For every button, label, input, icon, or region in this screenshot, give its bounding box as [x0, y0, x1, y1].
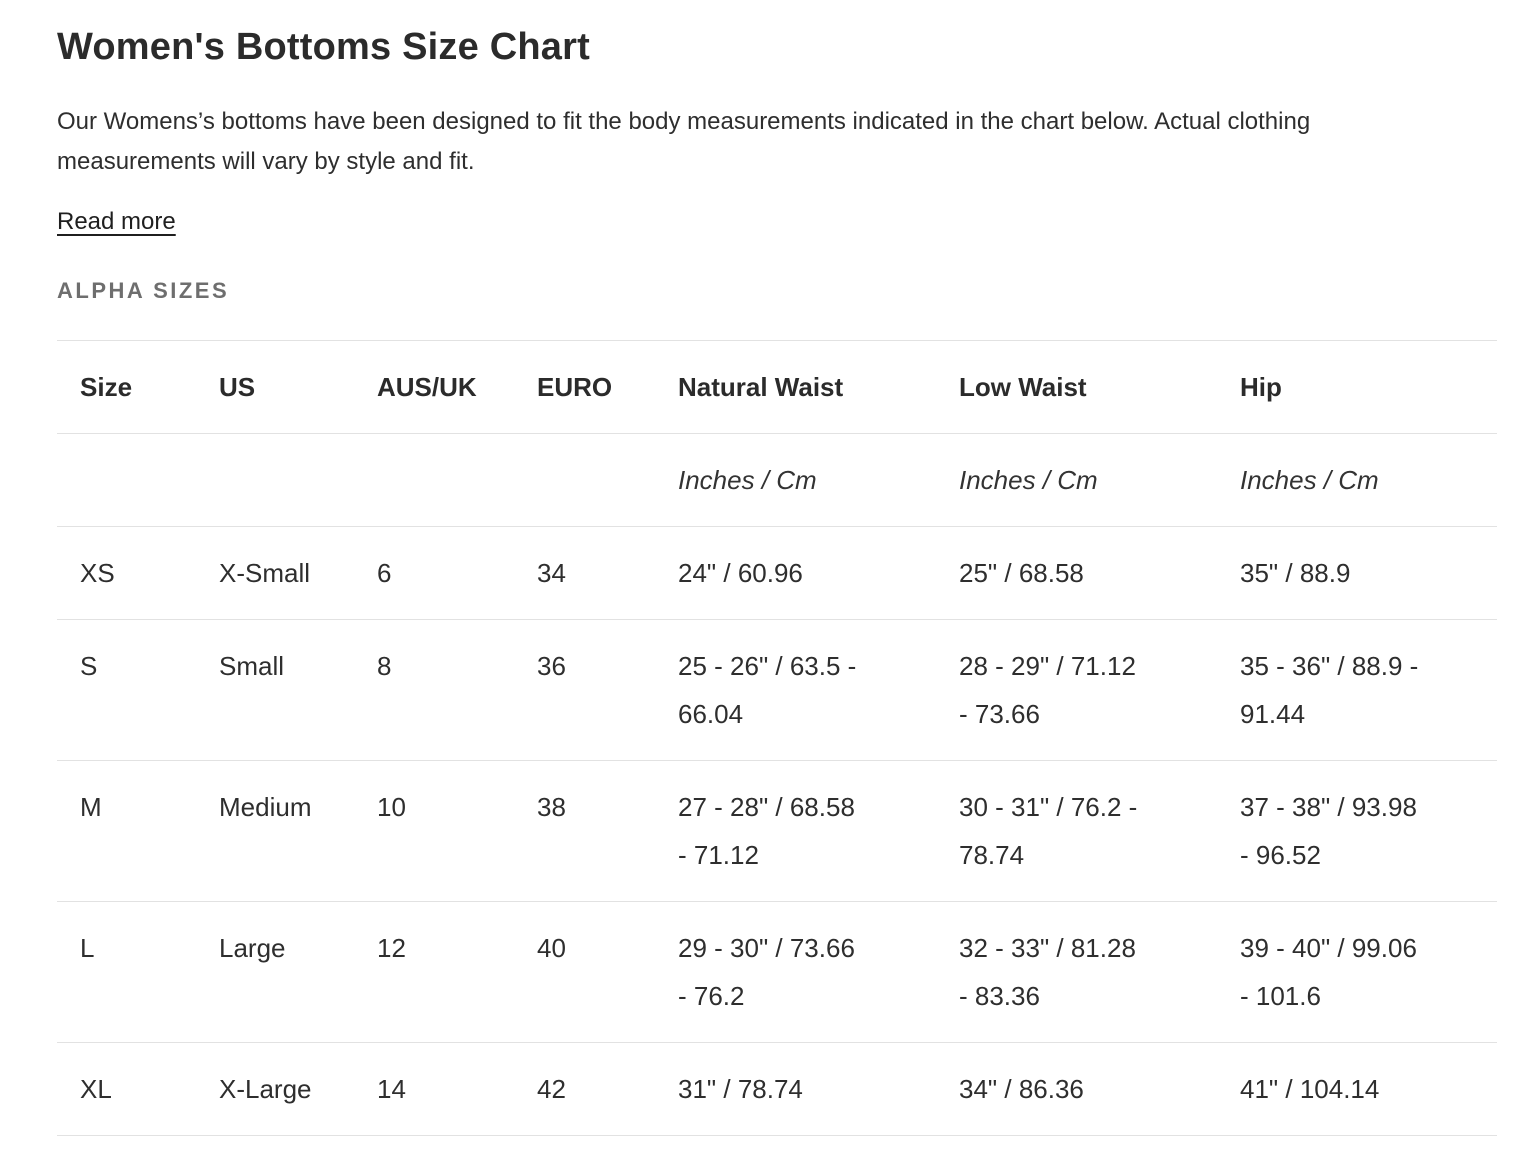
table-row-xs: XS X-Small 6 34 24" / 60.96 25" / 68.58 35" / … — [57, 527, 1497, 620]
alpha-sizes-table: Size US AUS/UK EURO Natural Waist Low Waist Hi… — [57, 340, 1497, 1136]
unit-cell-empty-0 — [57, 434, 196, 527]
cell-xl-euro: 42 — [537, 1074, 566, 1104]
cell-m-low-waist: 30 - 31" / 76.2 - 78.74 — [959, 792, 1138, 870]
cell-xs-euro: 34 — [537, 558, 566, 588]
size-chart-page: Women's Bottoms Size Chart Our Womens’s … — [57, 26, 1497, 1136]
column-header-size: Size — [80, 372, 133, 402]
unit-cell-empty-3 — [514, 434, 655, 527]
cell-xs-hip: 35" / 88.9 — [1240, 558, 1351, 588]
unit-cell-empty-2 — [354, 434, 514, 527]
read-more-link[interactable]: Read more — [57, 208, 176, 235]
cell-xl-natural-waist: 31" / 78.74 — [678, 1074, 803, 1104]
cell-l-hip: 39 - 40" / 99.06 - 101.6 — [1240, 933, 1417, 1011]
cell-s-aus-uk: 8 — [377, 651, 392, 681]
table-row-m: M Medium 10 38 27 - 28" / 68.58 - 71.12 30 - … — [57, 761, 1497, 902]
table-body: XS X-Small 6 34 24" / 60.96 25" / 68.58 35" / … — [57, 527, 1497, 1136]
cell-m-natural-waist: 27 - 28" / 68.58 - 71.12 — [678, 792, 855, 870]
cell-l-aus-uk: 12 — [377, 933, 406, 963]
cell-l-euro: 40 — [537, 933, 566, 963]
cell-xl-hip: 41" / 104.14 — [1240, 1074, 1380, 1104]
column-header-hip: Hip — [1240, 372, 1282, 402]
column-header-low-waist: Low Waist — [959, 372, 1087, 402]
cell-xl-aus-uk: 14 — [377, 1074, 406, 1104]
page-title: Women's Bottoms Size Chart — [57, 26, 590, 68]
cell-xs-low-waist: 25" / 68.58 — [959, 558, 1084, 588]
cell-l-natural-waist: 29 - 30" / 73.66 - 76.2 — [678, 933, 855, 1011]
cell-xs-aus-uk: 6 — [377, 558, 392, 588]
table-row-s: S Small 8 36 25 - 26" / 63.5 - 66.04 28 - 29"… — [57, 620, 1497, 761]
table-header-row: Size US AUS/UK EURO Natural Waist Low Waist Hi… — [57, 341, 1497, 434]
cell-l-size: L — [80, 933, 95, 963]
table-head: Size US AUS/UK EURO Natural Waist Low Waist Hi… — [57, 341, 1497, 527]
cell-m-us: Medium — [219, 792, 312, 822]
cell-l-us: Large — [219, 933, 286, 963]
cell-s-natural-waist: 25 - 26" / 63.5 - 66.04 — [678, 651, 857, 729]
unit-cell-4: Inches / Cm — [678, 465, 817, 495]
section-label-alpha-sizes: ALPHA SIZES — [57, 278, 230, 303]
cell-xl-us: X-Large — [219, 1074, 312, 1104]
cell-m-hip: 37 - 38" / 93.98 - 96.52 — [1240, 792, 1417, 870]
page-description: Our Womens’s bottoms have been designed … — [57, 108, 1311, 175]
cell-xs-natural-waist: 24" / 60.96 — [678, 558, 803, 588]
table-row-l: L Large 12 40 29 - 30" / 73.66 - 76.2 32 - 33… — [57, 902, 1497, 1043]
cell-s-euro: 36 — [537, 651, 566, 681]
table-unit-row: Inches / Cm Inches / Cm Inches / Cm — [57, 434, 1497, 527]
column-header-natural-waist: Natural Waist — [678, 372, 844, 402]
cell-m-aus-uk: 10 — [377, 792, 406, 822]
column-header-us: US — [219, 372, 256, 402]
cell-xs-us: X-Small — [219, 558, 311, 588]
column-header-aus-uk: AUS/UK — [377, 372, 477, 402]
unit-cell-5: Inches / Cm — [959, 465, 1098, 495]
cell-xl-low-waist: 34" / 86.36 — [959, 1074, 1084, 1104]
unit-cell-6: Inches / Cm — [1240, 465, 1379, 495]
cell-s-hip: 35 - 36" / 88.9 - 91.44 — [1240, 651, 1419, 729]
cell-m-size: M — [80, 792, 102, 822]
cell-s-low-waist: 28 - 29" / 71.12 - 73.66 — [959, 651, 1136, 729]
table-row-xl: XL X-Large 14 42 31" / 78.74 34" / 86.36 41" /… — [57, 1043, 1497, 1136]
cell-s-size: S — [80, 651, 98, 681]
cell-l-low-waist: 32 - 33" / 81.28 - 83.36 — [959, 933, 1136, 1011]
cell-xl-size: XL — [80, 1074, 112, 1104]
unit-cell-empty-1 — [196, 434, 354, 527]
cell-s-us: Small — [219, 651, 285, 681]
cell-m-euro: 38 — [537, 792, 566, 822]
cell-xs-size: XS — [80, 558, 115, 588]
column-header-euro: EURO — [537, 372, 613, 402]
